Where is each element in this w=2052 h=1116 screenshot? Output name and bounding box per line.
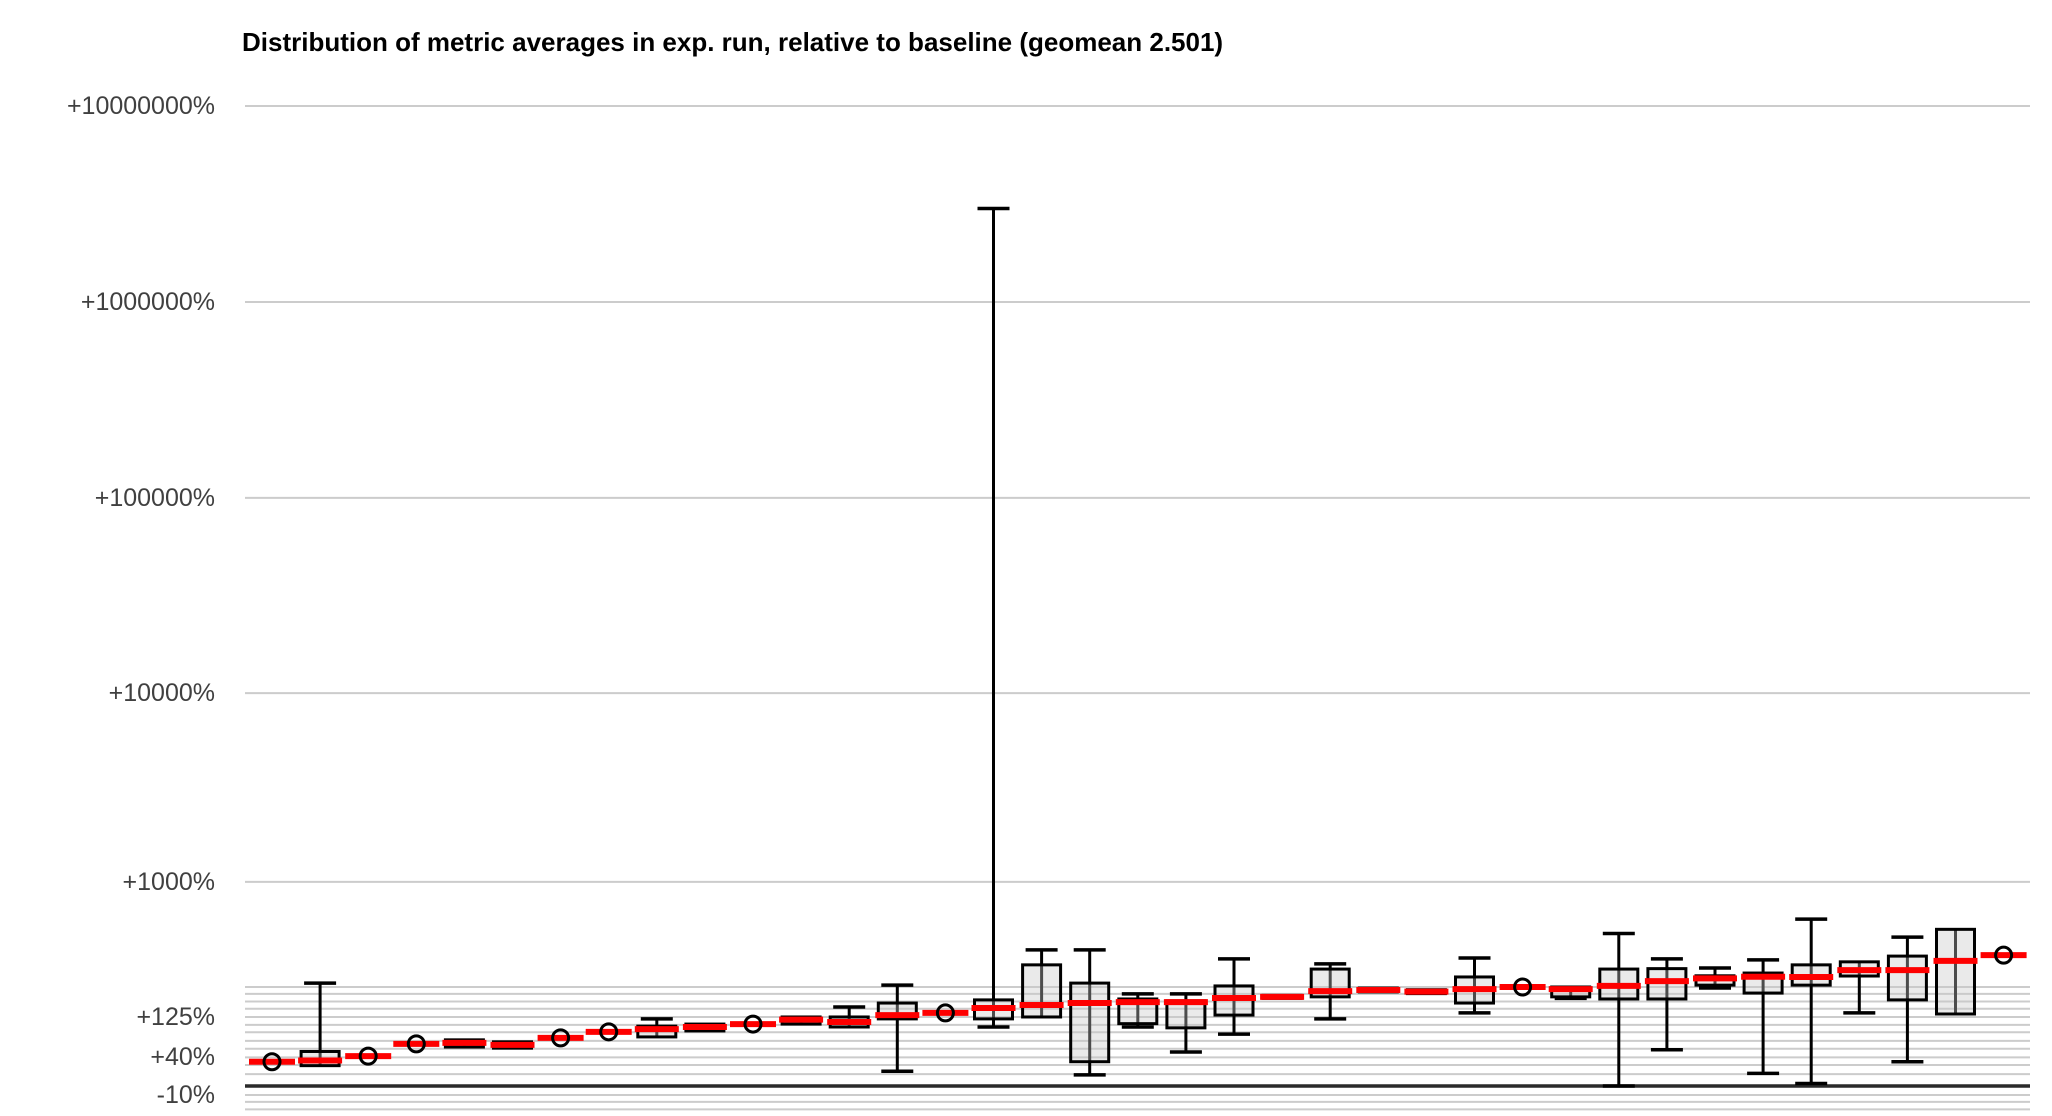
flier-circle bbox=[262, 1052, 282, 1072]
flier-circle bbox=[551, 1028, 571, 1048]
y-axis-tick-label: +100000% bbox=[94, 483, 215, 512]
flier-circle bbox=[743, 1014, 763, 1034]
box bbox=[1886, 954, 1928, 1002]
y-axis-tick-label: +1000000% bbox=[80, 287, 215, 316]
box bbox=[1935, 927, 1976, 1016]
flier-circle bbox=[599, 1022, 619, 1042]
y-axis-tick-label: +10000% bbox=[108, 679, 215, 708]
flier-circle bbox=[1994, 945, 2014, 965]
y-axis-tick-label: +10000000% bbox=[66, 91, 215, 120]
y-axis: +10000000% +1000000% +100000% +10000% +1000%… bbox=[0, 0, 216, 1116]
flier-circle bbox=[358, 1046, 378, 1066]
y-axis-tick-label: +1000% bbox=[122, 867, 215, 896]
flier-circle bbox=[1513, 977, 1533, 997]
y-axis-tick-label: -10% bbox=[156, 1080, 215, 1109]
box bbox=[1069, 981, 1111, 1064]
flier-circle bbox=[935, 1003, 955, 1023]
flier-circle bbox=[406, 1034, 426, 1054]
y-axis-tick-label: +125% bbox=[136, 1002, 215, 1031]
box bbox=[1021, 963, 1063, 1019]
box bbox=[1165, 999, 1207, 1030]
y-axis-tick-label: +40% bbox=[150, 1043, 215, 1072]
chart-title: Distribution of metric averages in exp. … bbox=[242, 27, 1224, 57]
